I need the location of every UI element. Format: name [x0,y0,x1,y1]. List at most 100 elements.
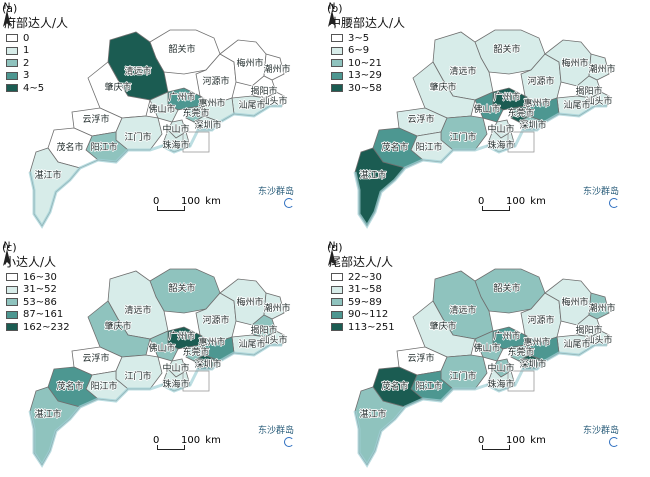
city-label-jiangmen: 江门市 [124,370,151,382]
legend-item: 13~29 [331,70,382,83]
city-label-guangzhou: 广州市 [493,91,520,103]
city-label-yunfu: 云浮市 [82,352,109,364]
region-chaozhou [588,53,610,81]
coastline [28,104,282,229]
scale-bar: 0 100 km [477,196,557,222]
panel-label: (b) [327,2,343,15]
legend-title: 府部达人/人 [4,16,69,30]
north-arrow-icon: N [328,241,336,266]
legend-item: 4~5 [6,82,44,95]
city-label-qingyuan: 清远市 [124,304,151,316]
scale-zero: 0 [153,435,160,446]
legend-swatch [331,84,343,93]
legend-item-label: 31~58 [348,284,382,296]
city-label-zhuhai: 珠海市 [487,139,514,151]
north-label: N [329,2,336,12]
city-label-dongguan: 东莞市 [507,346,534,358]
city-label-meizhou: 梅州市 [236,57,263,69]
legend-swatch [331,46,343,55]
city-label-qingyuan: 清远市 [449,304,476,316]
legend-item-label: 4~5 [23,82,45,94]
estuary-inset-frame [507,370,535,392]
legend: 22~30 31~58 59~89 90~112 113~251 [331,271,395,334]
city-label-zhongshan: 中山市 [162,123,189,135]
scale-unit: km [530,196,546,207]
legend-item: 16~30 [6,271,70,284]
city-label-shanwei: 汕尾市 [563,99,590,111]
city-label-zhanjiang: 湛江市 [34,408,61,420]
scale-zero: 0 [478,196,485,207]
city-label-zhaoqing: 肇庆市 [104,320,131,332]
legend-item: 1 [6,45,44,58]
city-label-shaoguan: 韶关市 [168,282,195,294]
map-panel-c: 韶关市 清远市 河源市 梅州市 潮州市 揭阳市 汕头市 汕尾市 惠州市 东莞市 深圳市 广州市 佛山市 肇… [0,239,325,477]
panel-label: (a) [2,2,18,15]
city-label-huizhou: 惠州市 [198,336,225,348]
islands-label: 东沙群岛 [583,187,620,197]
scale-zero: 0 [153,196,160,207]
legend-swatch [331,59,343,68]
legend-swatch [331,310,343,319]
city-label-guangzhou: 广州市 [493,330,520,342]
city-label-shanwei: 汕尾市 [238,338,265,350]
legend-swatch [6,323,18,332]
city-label-dongguan: 东莞市 [507,107,534,119]
city-label-zhuhai: 珠海市 [162,378,189,390]
legend-title: 尾部达人/人 [329,255,394,269]
legend-swatch [6,34,18,43]
legend-item-label: 3 [23,70,30,82]
city-label-yangjiang: 阳江市 [90,380,117,392]
island-outline-icon [609,437,619,447]
scale-unit: km [205,196,221,207]
region-chaozhou [263,292,285,320]
legend-swatch [331,323,343,332]
coastline [28,343,282,468]
city-label-zhaoqing: 肇庆市 [429,81,456,93]
island-outline-icon [284,198,294,208]
city-label-jiangmen: 江门市 [449,131,476,143]
legend-swatch [331,298,343,307]
legend-item: 87~161 [6,309,70,322]
city-label-shanwei: 汕尾市 [238,99,265,111]
north-label: N [4,241,11,251]
city-label-chaozhou: 潮州市 [588,63,615,75]
legend-swatch [6,59,18,68]
legend-swatch [6,298,18,307]
city-label-guangzhou: 广州市 [168,91,195,103]
legend-item: 0 [6,32,44,45]
city-label-heyuan: 河源市 [202,314,229,326]
city-label-chaozhou: 潮州市 [588,302,615,314]
city-label-meizhou: 梅州市 [561,296,588,308]
estuary-inset-frame [182,131,210,153]
legend-item-label: 0 [23,32,30,44]
city-label-zhongshan: 中山市 [162,362,189,374]
city-label-shanwei: 汕尾市 [563,338,590,350]
legend-item: 31~58 [331,284,395,297]
estuary-inset-frame [507,131,535,153]
legend-item: 3 [6,70,44,83]
scale-bar-line [157,445,185,450]
legend-item: 10~21 [331,57,382,70]
city-label-maoming: 茂名市 [56,380,83,392]
scale-bar-line [157,206,185,211]
city-label-yangjiang: 阳江市 [415,141,442,153]
legend: 16~30 31~52 53~86 87~161 162~232 [6,271,70,334]
legend-item: 162~232 [6,321,70,334]
legend-item: 31~52 [6,284,70,297]
scale-distance: 100 km [179,196,221,207]
city-label-meizhou: 梅州市 [561,57,588,69]
scale-distance-value: 100 [506,435,526,446]
city-label-jieyang: 揭阳市 [250,324,277,336]
region-chaozhou [263,53,285,81]
city-label-shantou: 汕头市 [260,334,287,346]
city-label-yunfu: 云浮市 [407,352,434,364]
legend-item: 90~112 [331,309,395,322]
city-label-heyuan: 河源市 [202,75,229,87]
island-outline-icon [609,198,619,208]
city-label-chaozhou: 潮州市 [263,63,290,75]
islands-label: 东沙群岛 [258,426,295,436]
scale-unit: km [205,435,221,446]
legend-item: 53~86 [6,296,70,309]
legend-item-label: 13~29 [348,70,382,82]
